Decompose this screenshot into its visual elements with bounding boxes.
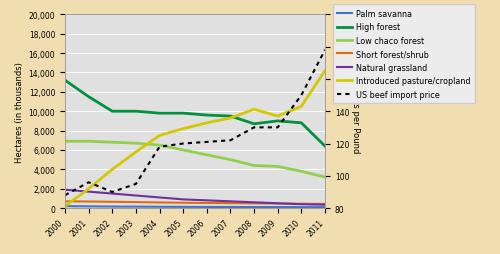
Natural grassland — [322, 203, 328, 207]
High forest — [251, 123, 257, 126]
Legend: Palm savanna, High forest, Low chaco forest, Short forest/shrub, Natural grassla: Palm savanna, High forest, Low chaco for… — [332, 5, 475, 104]
US beef import price — [86, 181, 91, 184]
Low chaco forest — [298, 170, 304, 173]
US beef import price — [62, 194, 68, 197]
Short forest/shrub — [180, 201, 186, 204]
Introduced pasture/cropland — [228, 117, 234, 120]
Introduced pasture/cropland — [322, 70, 328, 73]
Line: Palm savanna: Palm savanna — [65, 206, 325, 207]
Palm savanna — [204, 205, 210, 209]
Line: Natural grassland: Natural grassland — [65, 190, 325, 205]
Palm savanna — [156, 205, 162, 209]
Short forest/shrub — [62, 200, 68, 203]
Introduced pasture/cropland — [251, 108, 257, 111]
Short forest/shrub — [322, 203, 328, 206]
Short forest/shrub — [228, 202, 234, 205]
US beef import price — [322, 49, 328, 52]
High forest — [298, 122, 304, 125]
US beef import price — [110, 191, 116, 194]
Palm savanna — [251, 206, 257, 209]
High forest — [228, 115, 234, 118]
Introduced pasture/cropland — [204, 122, 210, 125]
Low chaco forest — [204, 154, 210, 157]
US beef import price — [274, 126, 280, 129]
Palm savanna — [298, 206, 304, 209]
Low chaco forest — [86, 140, 91, 143]
US beef import price — [204, 141, 210, 144]
Line: Introduced pasture/cropland: Introduced pasture/cropland — [65, 71, 325, 206]
Low chaco forest — [180, 149, 186, 152]
High forest — [86, 96, 91, 99]
Low chaco forest — [251, 164, 257, 167]
Low chaco forest — [133, 142, 139, 145]
Introduced pasture/cropland — [133, 151, 139, 154]
Natural grassland — [228, 200, 234, 203]
Palm savanna — [228, 206, 234, 209]
Natural grassland — [298, 203, 304, 206]
Introduced pasture/cropland — [62, 205, 68, 208]
Natural grassland — [204, 199, 210, 202]
Palm savanna — [110, 205, 116, 208]
Short forest/shrub — [133, 201, 139, 204]
Low chaco forest — [228, 158, 234, 162]
Natural grassland — [133, 194, 139, 197]
Introduced pasture/cropland — [110, 168, 116, 171]
US beef import price — [133, 183, 139, 186]
Natural grassland — [62, 188, 68, 192]
Palm savanna — [86, 205, 91, 208]
Low chaco forest — [62, 140, 68, 143]
Natural grassland — [86, 190, 91, 193]
Natural grassland — [180, 198, 186, 201]
Palm savanna — [180, 205, 186, 209]
Low chaco forest — [110, 141, 116, 144]
Line: US beef import price: US beef import price — [65, 51, 325, 195]
Short forest/shrub — [156, 201, 162, 204]
Natural grassland — [110, 192, 116, 195]
High forest — [156, 112, 162, 115]
Natural grassland — [274, 202, 280, 205]
Low chaco forest — [274, 165, 280, 168]
Line: Low chaco forest: Low chaco forest — [65, 142, 325, 177]
Y-axis label: US cents per Pound: US cents per Pound — [352, 71, 360, 153]
US beef import price — [180, 142, 186, 146]
High forest — [180, 112, 186, 115]
High forest — [133, 110, 139, 113]
Short forest/shrub — [251, 202, 257, 205]
Natural grassland — [251, 201, 257, 204]
Short forest/shrub — [86, 200, 91, 203]
Introduced pasture/cropland — [274, 115, 280, 118]
High forest — [274, 120, 280, 123]
Y-axis label: Hectares (in thousands): Hectares (in thousands) — [16, 61, 24, 162]
Introduced pasture/cropland — [86, 187, 91, 190]
High forest — [322, 145, 328, 148]
Palm savanna — [133, 205, 139, 208]
Palm savanna — [322, 206, 328, 209]
Low chaco forest — [156, 144, 162, 147]
Line: High forest: High forest — [65, 81, 325, 147]
High forest — [204, 114, 210, 117]
Natural grassland — [156, 196, 162, 199]
Line: Short forest/shrub: Short forest/shrub — [65, 201, 325, 204]
Palm savanna — [274, 206, 280, 209]
High forest — [62, 79, 68, 82]
Short forest/shrub — [298, 202, 304, 205]
US beef import price — [156, 146, 162, 149]
US beef import price — [251, 126, 257, 129]
Short forest/shrub — [204, 202, 210, 205]
Introduced pasture/cropland — [156, 134, 162, 137]
US beef import price — [228, 139, 234, 142]
Short forest/shrub — [274, 202, 280, 205]
Introduced pasture/cropland — [180, 128, 186, 131]
High forest — [110, 110, 116, 113]
Short forest/shrub — [110, 200, 116, 203]
Palm savanna — [62, 205, 68, 208]
US beef import price — [298, 94, 304, 97]
Introduced pasture/cropland — [298, 105, 304, 108]
Low chaco forest — [322, 176, 328, 179]
